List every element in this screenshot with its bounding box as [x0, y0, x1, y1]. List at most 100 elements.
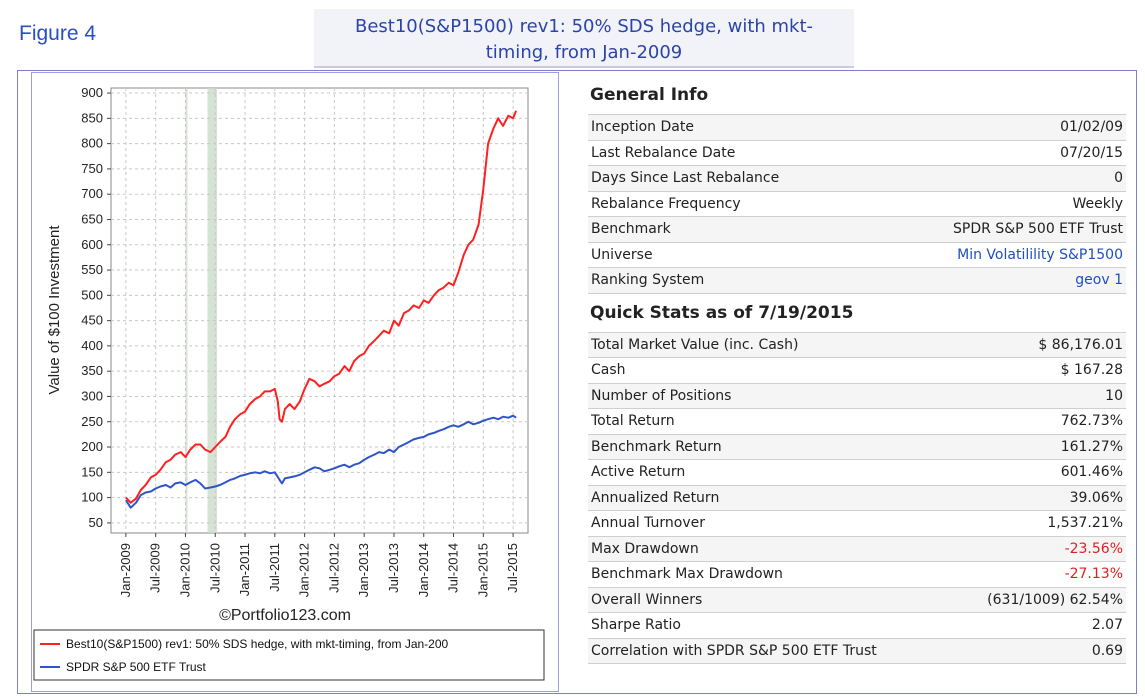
- chart-panel: 50 100 150 200 250 300 350 400 450 500 550 600 650 70…: [31, 72, 559, 692]
- row-value: 01/02/09: [1060, 119, 1123, 136]
- y-tick-label: 550: [81, 262, 103, 277]
- table-row: Active Return 601.46%: [588, 459, 1126, 486]
- y-tick-label: 750: [81, 161, 103, 176]
- row-value: $ 167.28: [1060, 362, 1123, 379]
- x-tick-label: Jul-2009: [148, 543, 163, 593]
- figure-frame: [17, 70, 1137, 694]
- row-value: Weekly: [1072, 195, 1123, 212]
- table-row: Cash $ 167.28: [588, 357, 1126, 384]
- stats-panel: General Info Inception Date 01/02/09 Last …: [588, 80, 1126, 664]
- row-label: Benchmark Max Drawdown: [591, 566, 783, 583]
- row-label: Sharpe Ratio: [591, 617, 681, 634]
- y-tick-label: 850: [81, 110, 103, 125]
- figure-label: Figure 4: [19, 22, 97, 45]
- y-tick-label: 400: [81, 338, 103, 353]
- row-value: 07/20/15: [1060, 144, 1123, 161]
- x-tick-label: Jan-2011: [237, 543, 252, 596]
- row-label: Ranking System: [591, 272, 705, 289]
- row-label: Benchmark Return: [591, 438, 722, 455]
- y-tick-label: 800: [81, 136, 103, 151]
- x-tick-label: Jan-2010: [177, 543, 192, 597]
- chart-title: Best10(S&P1500) rev1: 50% SDS hedge, wit…: [314, 9, 854, 68]
- row-value: 39.06%: [1069, 489, 1123, 506]
- x-tick-label: Jul-2012: [326, 543, 341, 593]
- row-label: Total Market Value (inc. Cash): [591, 336, 799, 353]
- y-tick-label: 300: [81, 388, 103, 403]
- row-label: Days Since Last Rebalance: [591, 170, 780, 187]
- legend: Best10(S&P1500) rev1: 50% SDS hedge, wit…: [33, 629, 545, 681]
- row-value[interactable]: geov 1: [1075, 272, 1123, 289]
- x-tick-label: Jan-2014: [416, 543, 431, 597]
- copyright-text: ©Portfolio123.com: [219, 607, 351, 624]
- table-row: Sharpe Ratio 2.07: [588, 612, 1126, 639]
- table-row: Correlation with SPDR S&P 500 ETF Trust 0…: [588, 638, 1126, 664]
- shaded-period: [207, 88, 218, 533]
- legend-label-strategy: Best10(S&P1500) rev1: 50% SDS hedge, wit…: [66, 637, 449, 651]
- y-tick-label: 150: [81, 464, 103, 479]
- general-info-title: General Info: [590, 85, 709, 105]
- series-line-strategy: [125, 110, 518, 504]
- table-row: Annual Turnover 1,537.21%: [588, 510, 1126, 537]
- row-value: 10: [1105, 387, 1123, 404]
- y-tick-label: 200: [81, 439, 103, 454]
- row-value: 161.27%: [1060, 438, 1123, 455]
- row-label: Total Return: [591, 413, 675, 430]
- x-tick-label: Jan-2012: [297, 543, 312, 597]
- row-value: 601.46%: [1060, 464, 1123, 481]
- x-tick-label: Jul-2013: [386, 543, 401, 593]
- shaded-period: [185, 88, 188, 533]
- row-value: 0.69: [1091, 642, 1123, 659]
- row-label: Rebalance Frequency: [591, 195, 741, 212]
- chart-title-line2: timing, from Jan-2009: [485, 42, 683, 63]
- table-row: Benchmark SPDR S&P 500 ETF Trust: [588, 216, 1126, 242]
- x-tick-label: Jul-2015: [505, 543, 520, 593]
- row-label: Benchmark: [591, 221, 671, 238]
- table-row: Overall Winners (631/1009) 62.54%: [588, 587, 1126, 613]
- table-row: Universe Min Volatilility S&P1500: [588, 242, 1126, 268]
- row-value: 2.07: [1091, 617, 1123, 634]
- row-value: SPDR S&P 500 ETF Trust: [953, 221, 1123, 238]
- x-tick-label: Jul-2014: [446, 543, 461, 593]
- y-axis-label: Value of $100 Investment: [46, 225, 63, 395]
- table-row: Number of Positions 10: [588, 383, 1126, 409]
- table-row: Last Rebalance Date 07/20/15: [588, 140, 1126, 166]
- x-tick-label: Jan-2013: [356, 543, 371, 597]
- row-label: Inception Date: [591, 119, 694, 136]
- table-row: Rebalance Frequency Weekly: [588, 191, 1126, 217]
- y-tick-label: 250: [81, 414, 103, 429]
- table-row: Annualized Return 39.06%: [588, 485, 1126, 511]
- y-tick-label: 50: [89, 515, 103, 530]
- row-label: Last Rebalance Date: [591, 144, 736, 161]
- quick-stats-table: Total Market Value (inc. Cash) $ 86,176.0…: [588, 332, 1126, 665]
- plot-area: [110, 87, 529, 534]
- row-value: -23.56%: [1064, 540, 1123, 557]
- y-tick-label: 450: [81, 313, 103, 328]
- table-row: Benchmark Max Drawdown -27.13%: [588, 561, 1126, 588]
- y-tick-label: 700: [81, 186, 103, 201]
- legend-label-benchmark: SPDR S&P 500 ETF Trust: [66, 660, 206, 674]
- x-tick-label: Jul-2011: [267, 543, 282, 592]
- chart-title-line1: Best10(S&P1500) rev1: 50% SDS hedge, wit…: [354, 16, 814, 37]
- y-tick-label: 100: [81, 490, 103, 505]
- x-tick-label: Jan-2015: [475, 543, 490, 597]
- row-label: Universe: [591, 246, 653, 263]
- row-label: Overall Winners: [591, 591, 703, 608]
- row-label: Annualized Return: [591, 489, 720, 506]
- table-row: Ranking System geov 1: [588, 267, 1126, 293]
- row-value[interactable]: Min Volatilility S&P1500: [957, 246, 1123, 263]
- x-tick-label: Jan-2009: [118, 543, 133, 597]
- y-tick-label: 650: [81, 211, 103, 226]
- row-label: Active Return: [591, 464, 686, 481]
- row-value: 0: [1114, 170, 1123, 187]
- table-row: Total Return 762.73%: [588, 408, 1126, 435]
- general-info-table: Inception Date 01/02/09 Last Rebalance Dat…: [588, 114, 1126, 294]
- y-tick-label: 600: [81, 237, 103, 252]
- performance-chart: 50 100 150 200 250 300 350 400 450 500 550 600 650 70…: [33, 85, 545, 681]
- y-tick-label: 500: [81, 287, 103, 302]
- row-label: Annual Turnover: [591, 515, 706, 532]
- row-value: 1,537.21%: [1047, 515, 1123, 532]
- table-row: Total Market Value (inc. Cash) $ 86,176.0…: [588, 332, 1126, 358]
- y-tick-label: 900: [81, 85, 103, 100]
- table-row: Benchmark Return 161.27%: [588, 434, 1126, 460]
- row-value: $ 86,176.01: [1038, 336, 1123, 353]
